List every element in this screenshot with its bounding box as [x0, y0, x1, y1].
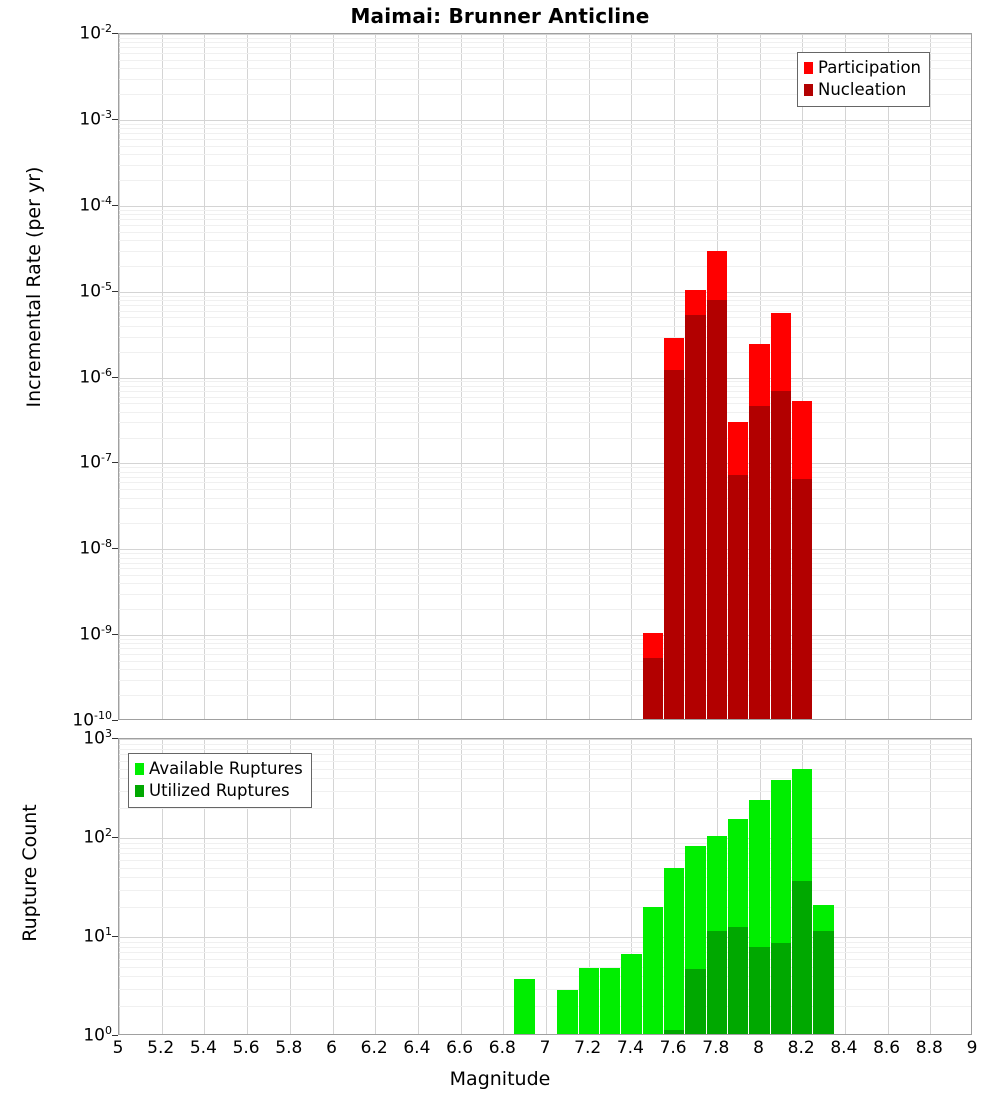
- bar-utilized-ruptures: [813, 931, 833, 1034]
- y-tick-mark: [112, 377, 118, 378]
- y-tick-mark: [112, 1035, 118, 1036]
- bar-available-ruptures: [621, 954, 641, 1034]
- y-tick-mark: [112, 33, 118, 34]
- y-tick-label: 10-9: [79, 624, 112, 644]
- legend-item: Utilized Ruptures: [135, 780, 303, 802]
- bar-nucleation: [749, 406, 769, 719]
- y-tick-label: 10-3: [79, 109, 112, 129]
- incremental-rate-plot-area: [118, 33, 972, 720]
- y-tick-label: 10-5: [79, 281, 112, 301]
- bar-available-ruptures: [643, 907, 663, 1034]
- top-legend: Participation Nucleation: [797, 52, 930, 107]
- bar-utilized-ruptures: [707, 931, 727, 1034]
- chart-title: Maimai: Brunner Anticline: [0, 4, 1000, 28]
- bar-available-ruptures: [579, 968, 599, 1034]
- bar-nucleation: [728, 475, 748, 719]
- legend-label: Participation: [818, 60, 921, 77]
- legend-swatch-icon: [804, 62, 813, 74]
- legend-swatch-icon: [804, 84, 813, 96]
- y-tick-label: 102: [83, 827, 112, 847]
- legend-item: Nucleation: [804, 79, 921, 101]
- legend-label: Nucleation: [818, 82, 906, 99]
- legend-item: Available Ruptures: [135, 758, 303, 780]
- y-tick-label: 10-4: [79, 195, 112, 215]
- bar-utilized-ruptures: [685, 969, 705, 1034]
- y-tick-mark: [112, 548, 118, 549]
- y-tick-mark: [112, 462, 118, 463]
- bottom-y-axis-label: Rupture Count: [19, 733, 41, 1013]
- legend-swatch-icon: [135, 763, 144, 775]
- y-tick-mark: [112, 936, 118, 937]
- y-tick-mark: [112, 738, 118, 739]
- bar-nucleation: [771, 391, 791, 719]
- bar-nucleation: [707, 300, 727, 719]
- top-y-axis-label: Incremental Rate (per yr): [23, 87, 45, 487]
- bar-available-ruptures: [557, 990, 577, 1034]
- bar-available-ruptures: [664, 868, 684, 1034]
- legend-swatch-icon: [135, 785, 144, 797]
- x-tick-label: 9: [942, 1038, 1000, 1058]
- y-tick-label: 10-6: [79, 367, 112, 387]
- y-tick-mark: [112, 205, 118, 206]
- bar-utilized-ruptures: [728, 927, 748, 1034]
- y-tick-mark: [112, 119, 118, 120]
- y-tick-label: 10-2: [79, 23, 112, 43]
- bar-utilized-ruptures: [664, 1030, 684, 1034]
- x-axis-label: Magnitude: [0, 1068, 1000, 1090]
- legend-label: Available Ruptures: [149, 761, 303, 778]
- y-tick-label: 10-8: [79, 538, 112, 558]
- y-tick-label: 101: [83, 926, 112, 946]
- bar-nucleation: [685, 315, 705, 719]
- y-tick-mark: [112, 291, 118, 292]
- bar-available-ruptures: [514, 979, 534, 1034]
- bottom-legend: Available Ruptures Utilized Ruptures: [128, 753, 312, 808]
- y-tick-label: 10-7: [79, 452, 112, 472]
- bar-available-ruptures: [600, 968, 620, 1034]
- bar-utilized-ruptures: [771, 943, 791, 1034]
- bar-nucleation: [792, 479, 812, 719]
- bar-utilized-ruptures: [792, 881, 812, 1034]
- legend-item: Participation: [804, 57, 921, 79]
- legend-label: Utilized Ruptures: [149, 783, 290, 800]
- y-tick-label: 103: [83, 728, 112, 748]
- bar-nucleation: [643, 658, 663, 719]
- y-tick-mark: [112, 720, 118, 721]
- bar-utilized-ruptures: [749, 947, 769, 1034]
- y-tick-mark: [112, 837, 118, 838]
- y-tick-mark: [112, 634, 118, 635]
- bar-nucleation: [664, 370, 684, 719]
